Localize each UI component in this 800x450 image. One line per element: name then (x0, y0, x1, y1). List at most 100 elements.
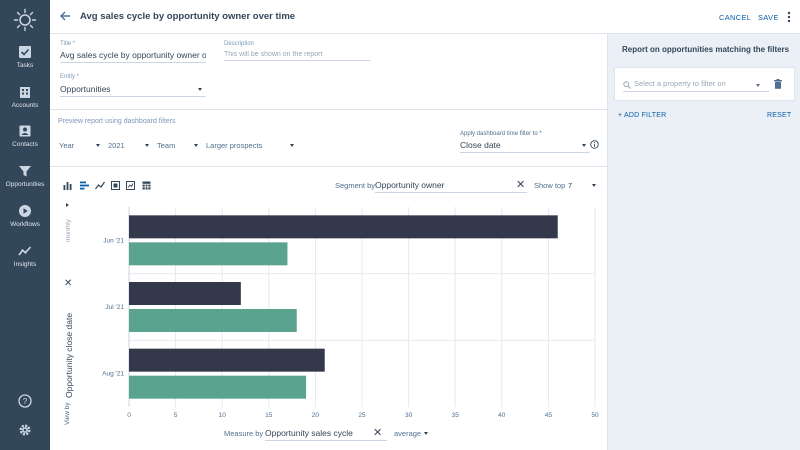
opportunities-icon (19, 166, 31, 177)
sidebar-label-accounts: Accounts (11, 102, 39, 109)
year-chevron-down-icon (96, 144, 100, 147)
description-input[interactable]: This will be shown on the report (224, 51, 370, 61)
sidebar-label-contacts: Contacts (12, 141, 38, 148)
period-chevron-down-icon (145, 144, 149, 147)
x-tick-label: 50 (591, 412, 599, 419)
title-input[interactable]: Avg sales cycle by opportunity owner ove… (60, 50, 206, 63)
page-title: Avg sales cycle by opportunity owner ove… (80, 11, 296, 22)
y-tick-label: Aug '21 (102, 371, 124, 378)
team-filter[interactable]: Team (157, 141, 176, 150)
x-tick-label: 0 (127, 412, 131, 419)
bar (129, 375, 307, 399)
entity-select[interactable]: Opportunities (60, 84, 206, 97)
filter-property-input[interactable]: Select a property to filter on (623, 79, 769, 92)
gear-icon (19, 424, 31, 436)
granularity-caret-icon[interactable] (66, 203, 69, 207)
panel-title: Report on opportunities matching the fil… (622, 45, 790, 54)
sidebar-item-contacts[interactable]: Contacts (0, 124, 50, 148)
x-tick-label: 5 (174, 412, 178, 419)
workflows-icon (19, 205, 31, 217)
filter-chevron-down-icon (756, 84, 760, 87)
sidebar-label-tasks: Tasks (16, 62, 34, 69)
entity-chevron-down-icon (198, 88, 202, 91)
filter-card: Select a property to filter on (614, 67, 795, 101)
measure-input[interactable]: Opportunity sales cycle (265, 428, 387, 441)
sidebar-item-accounts[interactable]: Accounts (0, 85, 50, 109)
preview-heading: Preview report using dashboard filters (58, 118, 176, 125)
search-icon (623, 81, 631, 89)
aggregation-chevron-down-icon (424, 432, 428, 435)
team-value-chevron-down-icon (290, 144, 294, 147)
measure-clear-icon[interactable]: ✕ (373, 427, 383, 439)
left-sidebar: Tasks Accounts Contacts Opportunities Wo… (0, 0, 50, 450)
sidebar-item-opportunities[interactable]: Opportunities (0, 164, 50, 188)
sidebar-label-insights: Insights (13, 261, 37, 268)
sidebar-item-workflows[interactable]: Workflows (0, 204, 50, 228)
x-tick-label: 15 (265, 412, 273, 419)
show-top-select[interactable]: 7 (568, 181, 573, 190)
contacts-icon (19, 125, 31, 137)
period-filter[interactable]: 2021 (108, 141, 125, 150)
measure-label: Measure by (224, 429, 264, 438)
filters-panel: Report on opportunities matching the fil… (607, 34, 800, 450)
bar (129, 309, 297, 332)
bar (129, 215, 558, 239)
single-value-icon[interactable] (111, 181, 120, 190)
bar (129, 242, 288, 266)
entity-label: Entity * (60, 74, 80, 80)
cancel-button[interactable]: CANCEL (719, 13, 752, 22)
x-tick-label: 30 (405, 412, 413, 419)
show-top-chevron-down-icon (592, 184, 596, 187)
y-tick-label: Jul '21 (105, 304, 124, 311)
accounts-icon (20, 87, 30, 98)
sidebar-label-workflows: Workflows (10, 221, 40, 228)
sidebar-item-insights[interactable]: Insights (0, 244, 50, 268)
reset-button[interactable]: RESET (767, 112, 792, 119)
y-tick-label: Jun '21 (103, 237, 124, 244)
description-label: Description (224, 41, 255, 47)
segment-input[interactable]: Opportunity owner (375, 180, 527, 193)
segment-clear-icon[interactable]: ✕ (516, 179, 526, 191)
help-button[interactable]: ? (0, 394, 50, 408)
bar (129, 348, 325, 372)
kpi-icon[interactable] (126, 181, 135, 190)
view-by-clear-icon[interactable]: ✕ (64, 278, 73, 289)
line-chart-icon[interactable] (95, 181, 105, 190)
team-value-filter[interactable]: Larger prospects (206, 141, 263, 150)
svg-text:?: ? (23, 397, 28, 406)
back-arrow-icon[interactable] (59, 10, 71, 22)
table-icon[interactable] (142, 181, 151, 190)
show-top-label: Show top (534, 181, 566, 190)
insights-icon (18, 246, 32, 256)
tasks-icon (19, 46, 31, 58)
time-filter-select[interactable]: Close date (460, 140, 590, 153)
info-icon[interactable] (590, 140, 599, 149)
x-tick-label: 40 (498, 412, 506, 419)
more-options-icon[interactable] (787, 11, 791, 23)
aggregation-select[interactable]: average (394, 429, 422, 438)
settings-button[interactable] (0, 423, 50, 437)
add-filter-button[interactable]: + ADD FILTER (618, 112, 667, 119)
segment-label: Segment by (335, 181, 376, 190)
sidebar-item-tasks[interactable]: Tasks (0, 45, 50, 69)
x-tick-label: 35 (452, 412, 460, 419)
save-button[interactable]: SAVE (758, 13, 779, 22)
sidebar-label-opportunities: Opportunities (5, 181, 45, 188)
x-tick-label: 10 (219, 412, 227, 419)
bar-chart-icon[interactable] (63, 181, 72, 190)
horizontal-bar-chart-icon[interactable] (80, 181, 89, 190)
bar (129, 282, 241, 305)
help-icon: ? (18, 394, 32, 408)
team-chevron-down-icon (194, 144, 198, 147)
top-header: Avg sales cycle by opportunity owner ove… (50, 0, 800, 34)
x-tick-label: 20 (312, 412, 320, 419)
sun-logo-icon[interactable] (13, 8, 37, 32)
title-label: Title * (60, 41, 76, 47)
time-filter-chevron-down-icon (582, 144, 586, 147)
divider (50, 109, 607, 110)
divider (50, 166, 607, 167)
trash-icon[interactable] (774, 79, 782, 89)
year-filter[interactable]: Year (59, 141, 75, 150)
x-tick-label: 45 (545, 412, 553, 419)
